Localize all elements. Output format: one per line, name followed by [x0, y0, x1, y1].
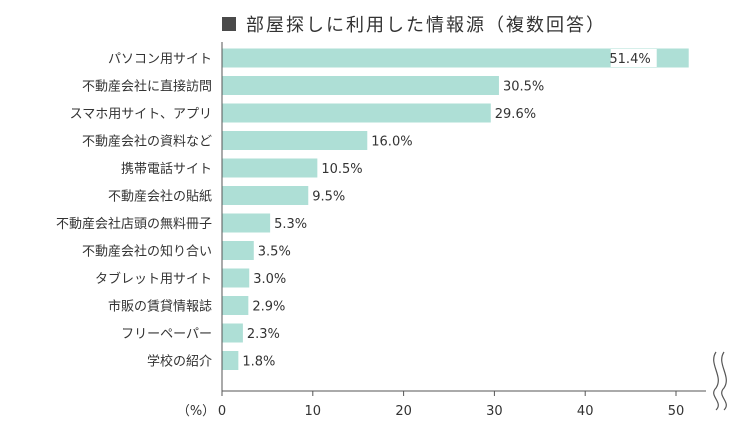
x-tick-label: 40 [577, 404, 594, 419]
x-tick-label: 10 [305, 404, 322, 419]
category-label: 不動産会社の知り合い [82, 244, 212, 260]
value-label: 10.5% [321, 162, 362, 177]
value-label: 2.9% [252, 300, 285, 315]
value-label: 51.4% [609, 52, 650, 67]
category-label: 不動産会社の貼紙 [108, 189, 212, 205]
title-square-icon [222, 17, 236, 31]
axis-break-mark-right [721, 351, 727, 411]
value-label: 30.5% [503, 80, 544, 95]
x-axis-unit-label: （%） [177, 404, 215, 419]
value-label: 3.0% [253, 272, 286, 287]
bar [222, 76, 499, 95]
value-label: 29.6% [495, 107, 536, 122]
category-label: パソコン用サイト [108, 52, 212, 67]
value-label: 2.3% [247, 327, 280, 342]
x-tick-label: 30 [486, 404, 503, 419]
bar [222, 241, 254, 260]
category-label: 携帯電話サイト [121, 161, 212, 177]
category-label: 不動産会社に直接訪問 [82, 79, 212, 95]
bar [222, 351, 239, 370]
category-label: フリーペーパー [121, 327, 212, 342]
category-label: スマホ用サイト、アプリ [70, 107, 212, 122]
axis-break-mark-left [713, 351, 719, 411]
chart-title-text: 部屋探しに利用した情報源（複数回答） [246, 15, 606, 36]
category-label: 不動産会社の資料など [82, 134, 212, 150]
bar [222, 48, 689, 68]
category-label: 不動産会社店頭の無料冊子 [56, 216, 212, 232]
bar [222, 268, 250, 288]
category-label: 学校の紹介 [147, 354, 212, 370]
bar [222, 213, 271, 233]
bar [222, 158, 318, 178]
value-label: 9.5% [312, 190, 345, 205]
bar [222, 323, 243, 343]
bar [222, 186, 309, 205]
x-tick-label: 50 [668, 404, 685, 419]
value-label-background [610, 49, 657, 67]
x-tick-label: 20 [395, 404, 412, 419]
category-label: タブレット用サイト [95, 271, 212, 287]
value-label: 3.5% [258, 245, 291, 260]
bar [222, 131, 368, 150]
chart-title: 部屋探しに利用した情報源（複数回答） [222, 9, 606, 39]
bar [222, 296, 249, 315]
bar [222, 103, 491, 123]
value-label: 1.8% [242, 355, 275, 370]
category-label: 市販の賃貸情報誌 [108, 299, 212, 315]
value-label: 16.0% [371, 135, 412, 150]
value-label: 5.3% [274, 217, 307, 232]
x-tick-label: 0 [218, 404, 226, 419]
